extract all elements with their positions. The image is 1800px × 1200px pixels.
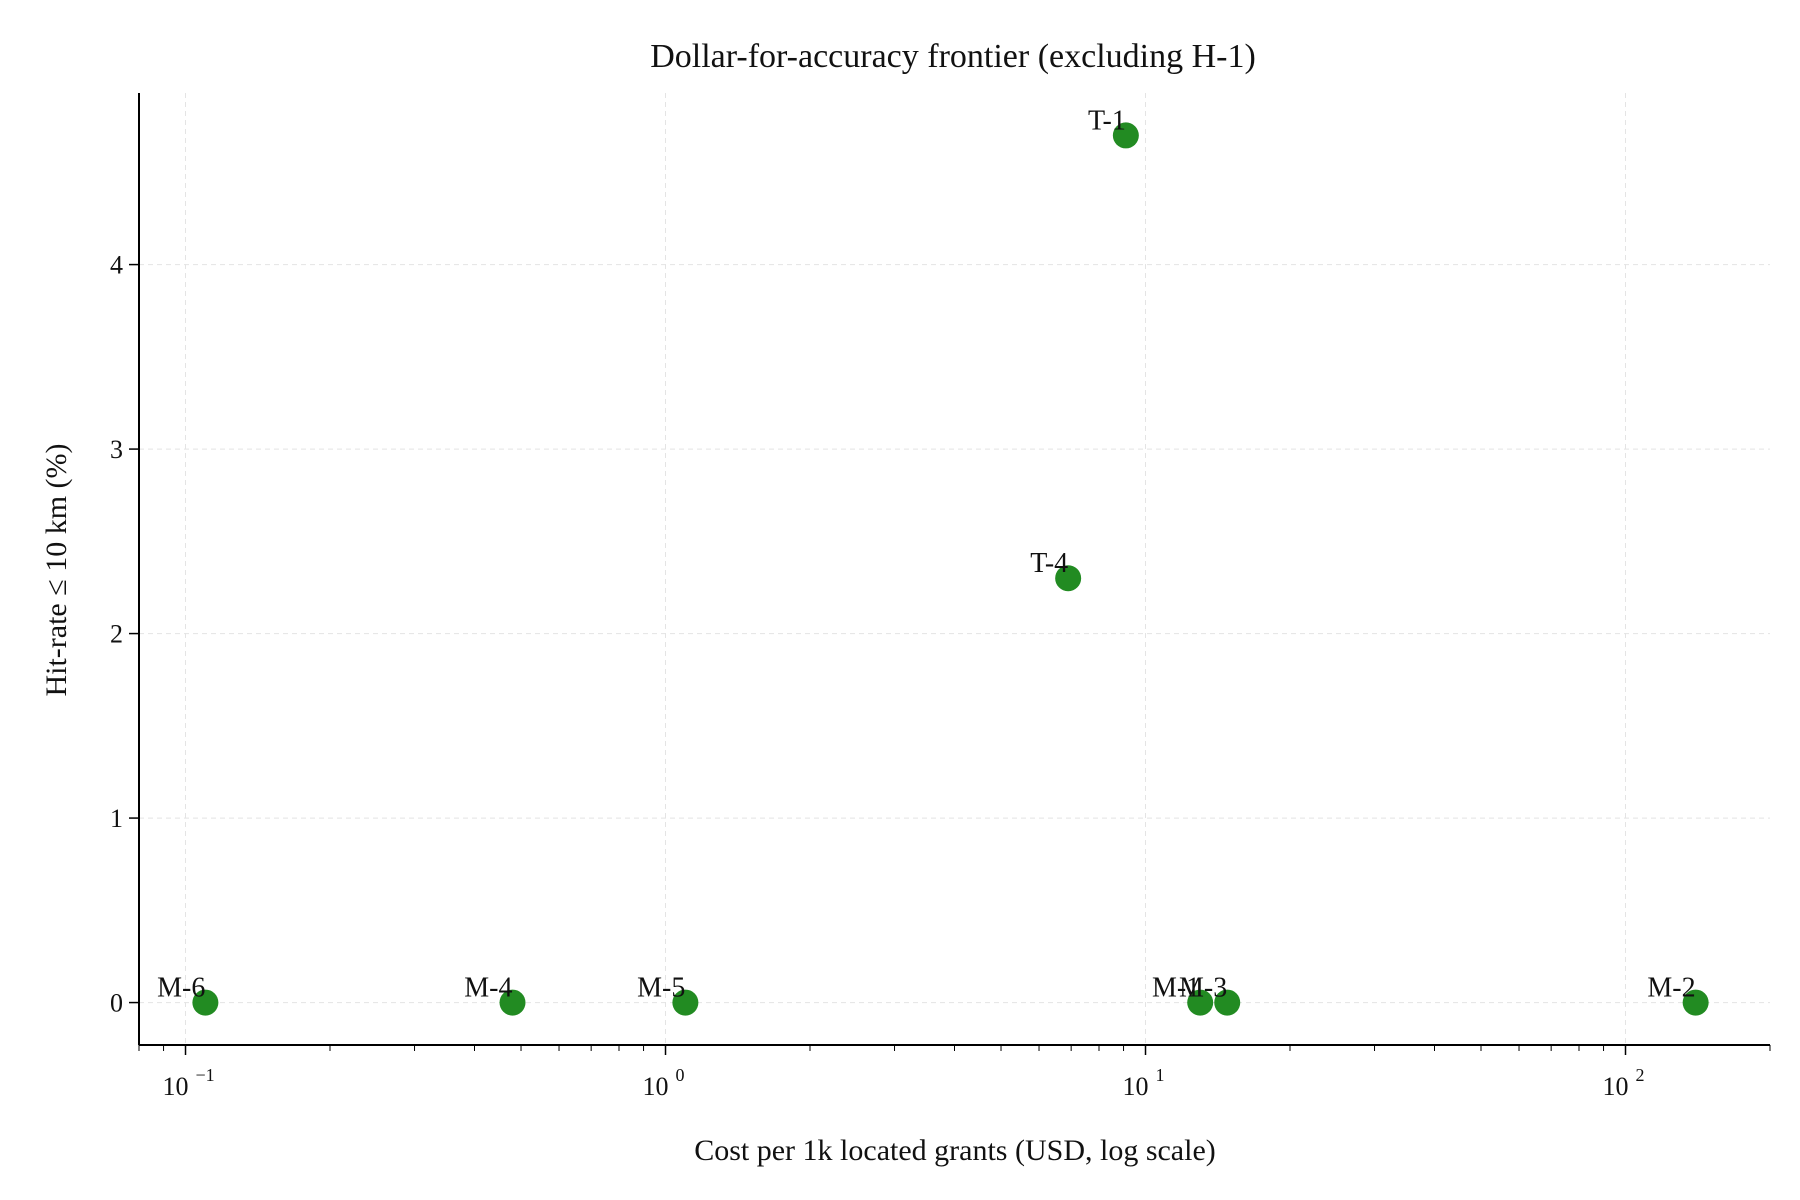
y-tick-label: 4 bbox=[110, 251, 123, 280]
x-tick-label: 10 bbox=[1603, 1072, 1629, 1101]
data-point bbox=[1112, 122, 1139, 149]
x-ticks: 10 −1 10 0 10 1 10 2 bbox=[138, 1045, 1771, 1101]
chart-title: Dollar-for-accuracy frontier (excluding … bbox=[650, 38, 1256, 75]
data-point-label: M-3 bbox=[1179, 973, 1227, 1004]
y-ticks: 0 1 2 3 4 bbox=[110, 251, 139, 1018]
data-point-label: M-6 bbox=[157, 973, 205, 1004]
x-axis-label: Cost per 1k located grants (USD, log sca… bbox=[694, 1134, 1216, 1167]
y-tick-label: 0 bbox=[110, 989, 123, 1018]
y-tick-label: 1 bbox=[110, 804, 123, 833]
data-point-label: T-4 bbox=[1030, 548, 1068, 579]
data-point bbox=[1055, 565, 1082, 592]
axes bbox=[138, 93, 1770, 1046]
y-tick-label: 2 bbox=[110, 620, 123, 649]
data-point bbox=[1682, 989, 1709, 1016]
x-tick-label: 10 bbox=[1123, 1072, 1149, 1101]
x-tick-exponent: 2 bbox=[1636, 1065, 1645, 1085]
data-point bbox=[672, 989, 699, 1016]
data-point bbox=[499, 989, 526, 1016]
data-point bbox=[1214, 989, 1241, 1016]
x-tick-exponent: 1 bbox=[1156, 1065, 1165, 1085]
data-point bbox=[1187, 989, 1214, 1016]
data-point-label: M-4 bbox=[464, 973, 512, 1004]
data-point-label: T-1 bbox=[1088, 105, 1126, 136]
data-point-label: M-1 bbox=[1152, 973, 1200, 1004]
data-point-label: M-2 bbox=[1647, 973, 1695, 1004]
x-tick-exponent: −1 bbox=[196, 1065, 215, 1085]
data-points: M-6 M-4 M-5 T-4 T-1 M-1M-3 M-2 bbox=[157, 105, 1709, 1016]
x-tick-exponent: 0 bbox=[676, 1065, 685, 1085]
x-tick-label: 10 bbox=[163, 1072, 189, 1101]
grid bbox=[139, 93, 1770, 1045]
y-axis-label: Hit-rate ≤ 10 km (%) bbox=[40, 443, 73, 696]
x-tick-label: 10 bbox=[643, 1072, 669, 1101]
data-point bbox=[192, 989, 219, 1016]
data-point-label: M-5 bbox=[637, 973, 685, 1004]
y-tick-label: 3 bbox=[110, 435, 123, 464]
